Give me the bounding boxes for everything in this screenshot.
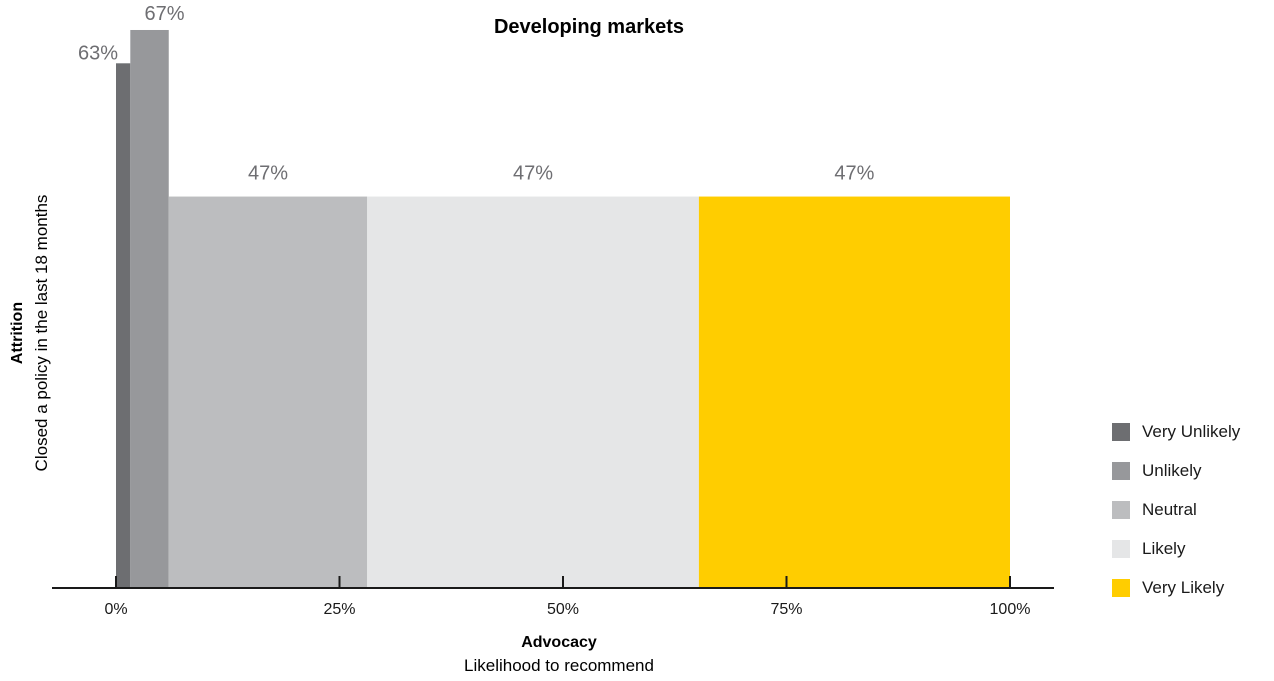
y-axis-title: Attrition: [9, 302, 26, 364]
x-axis-title: Advocacy: [521, 634, 597, 651]
chart-title: Developing markets: [494, 16, 684, 38]
legend-label: Likely: [1142, 538, 1186, 558]
legend-label: Very Likely: [1142, 577, 1225, 597]
legend-item-unlikely: Unlikely: [1112, 451, 1240, 490]
tick-label-25: 25%: [323, 601, 355, 618]
y-axis-subtitle: Closed a policy in the last 18 months: [32, 195, 51, 472]
legend-swatch: [1112, 461, 1130, 480]
value-label-likely: 47%: [513, 163, 553, 185]
legend-label: Very Unlikely: [1142, 421, 1241, 441]
legend-item-likely: Likely: [1112, 529, 1240, 568]
value-labels-group: 63% 67% 47% 47% 47%: [78, 3, 875, 185]
tick-label-75: 75%: [770, 601, 802, 618]
bar-very-unlikely: [116, 63, 131, 589]
legend-item-very-unlikely: Very Unlikely: [1112, 412, 1240, 451]
bars-group: [116, 29, 1010, 589]
tick-label-50: 50%: [547, 601, 579, 618]
legend-item-neutral: Neutral: [1112, 490, 1240, 529]
legend-label: Unlikely: [1142, 460, 1202, 480]
bar-neutral: [168, 196, 368, 589]
legend: Very Unlikely Unlikely Neutral Likely Very L…: [1112, 412, 1240, 607]
value-label-very-unlikely: 63%: [78, 42, 118, 64]
value-label-unlikely: 67%: [145, 3, 185, 25]
tick-label-0: 0%: [104, 601, 127, 618]
legend-swatch: [1112, 422, 1130, 441]
bar-very-likely: [698, 196, 1010, 589]
legend-swatch: [1112, 539, 1130, 558]
bar-likely: [367, 196, 699, 589]
value-label-very-likely: 47%: [834, 163, 874, 185]
x-ticks-group: 0% 25% 50% 75% 100%: [104, 576, 1030, 618]
legend-label: Neutral: [1142, 499, 1197, 519]
legend-swatch: [1112, 578, 1130, 597]
bar-unlikely: [130, 29, 169, 588]
legend-item-very-likely: Very Likely: [1112, 568, 1240, 607]
value-label-neutral: 47%: [248, 163, 288, 185]
legend-swatch: [1112, 500, 1130, 519]
tick-label-100: 100%: [990, 601, 1031, 618]
x-axis-subtitle: Likelihood to recommend: [464, 656, 654, 675]
